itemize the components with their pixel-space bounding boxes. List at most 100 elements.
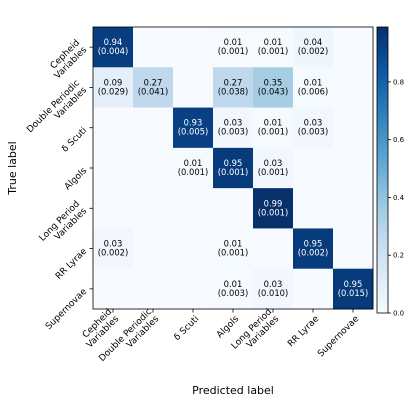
heatmap-cell bbox=[293, 268, 334, 310]
cell-value-label: (0.038) bbox=[218, 86, 249, 96]
heatmap-cell bbox=[173, 228, 214, 270]
heatmap-cell bbox=[253, 27, 294, 68]
cell-value-label: (0.006) bbox=[298, 86, 329, 96]
cell-value-label: (0.003) bbox=[218, 288, 249, 298]
cell-value-label: (0.001) bbox=[258, 207, 289, 217]
heatmap-cell bbox=[253, 228, 294, 270]
cell-value-label: (0.010) bbox=[258, 288, 289, 298]
heatmap-cell bbox=[93, 268, 134, 310]
cell-value-label: (0.001) bbox=[218, 46, 249, 56]
heatmap-cell bbox=[333, 188, 374, 229]
cell-value-label: 0.09 bbox=[104, 77, 123, 87]
cell-value-label: 0.35 bbox=[264, 77, 283, 87]
cell-value-label: (0.005) bbox=[178, 127, 209, 137]
y-tick-label: Supernovae bbox=[44, 287, 89, 332]
heatmap-cell bbox=[173, 67, 214, 108]
cell-value-label: 0.03 bbox=[264, 158, 283, 168]
cell-value-label: 0.93 bbox=[184, 118, 203, 128]
heatmap-cell bbox=[293, 188, 334, 229]
x-tick-label: δ Scuti bbox=[172, 314, 201, 343]
colorbar-ticks: 0.0 0.2 0.4 0.6 0.8 bbox=[388, 78, 405, 318]
heatmap-cell bbox=[213, 228, 254, 270]
y-tick-label: Long PeriodVariables bbox=[38, 199, 90, 251]
cell-value-label: 0.04 bbox=[304, 37, 323, 47]
cell-value-label: 0.01 bbox=[224, 239, 243, 249]
heatmap-cell bbox=[213, 107, 254, 149]
colorbar-tick-label: 0.4 bbox=[393, 194, 405, 202]
cell-value-label: 0.27 bbox=[144, 77, 163, 87]
heatmap-cell bbox=[93, 188, 134, 229]
cell-value-label: 0.01 bbox=[184, 158, 203, 168]
cell-value-label: 0.99 bbox=[264, 198, 283, 208]
heatmap-cell bbox=[333, 268, 374, 310]
cell-value-label: 0.01 bbox=[224, 37, 243, 47]
heatmap-cell bbox=[173, 27, 214, 68]
y-tick-label: CepheidVariables bbox=[46, 38, 89, 81]
heatmap-cell bbox=[213, 188, 254, 229]
heatmap-cell bbox=[293, 67, 334, 108]
heatmap-cell bbox=[173, 147, 214, 189]
cell-value-label: (0.041) bbox=[138, 86, 169, 96]
cell-value-label: (0.001) bbox=[258, 127, 289, 137]
cell-value-label: 0.03 bbox=[224, 118, 243, 128]
x-tick-label: Long PeriodVariables bbox=[230, 307, 282, 359]
cell-value-label: (0.001) bbox=[258, 46, 289, 56]
cell-value-label: (0.001) bbox=[218, 248, 249, 258]
heatmap-cell bbox=[253, 268, 294, 310]
heatmap-cell bbox=[93, 67, 134, 108]
x-axis-label: Predicted label bbox=[192, 384, 274, 397]
heatmap-cells bbox=[93, 27, 374, 310]
heatmap-cell bbox=[293, 147, 334, 189]
heatmap-cell bbox=[213, 27, 254, 68]
cell-value-label: 0.01 bbox=[304, 77, 323, 87]
cell-value-label: (0.001) bbox=[258, 167, 289, 177]
heatmap-cell bbox=[133, 147, 174, 189]
cell-value-label: (0.003) bbox=[298, 127, 329, 137]
heatmap-cell bbox=[293, 107, 334, 149]
cell-labels: 0.94(0.004)0.01(0.001)0.01(0.001)0.04(0.… bbox=[98, 37, 369, 298]
heatmap-cell bbox=[133, 268, 174, 310]
cell-value-label: 0.94 bbox=[104, 37, 123, 47]
cell-value-label: (0.003) bbox=[218, 127, 249, 137]
y-tick-label: RR Lyrae bbox=[54, 246, 89, 281]
heatmap-cell bbox=[293, 27, 334, 68]
cell-value-label: 0.03 bbox=[304, 118, 323, 128]
cell-value-label: 0.95 bbox=[304, 239, 323, 249]
y-axis-label: True label bbox=[6, 141, 19, 195]
cell-value-label: (0.002) bbox=[98, 248, 129, 258]
heatmap-cell bbox=[93, 228, 134, 270]
heatmap-cell bbox=[253, 67, 294, 108]
heatmap-cell bbox=[173, 188, 214, 229]
heatmap-cell bbox=[173, 268, 214, 310]
heatmap-cell bbox=[333, 67, 374, 108]
heatmap-cell bbox=[333, 27, 374, 68]
colorbar-tick-label: 0.2 bbox=[393, 252, 404, 260]
cell-value-label: 0.03 bbox=[104, 239, 123, 249]
cell-value-label: (0.001) bbox=[178, 167, 209, 177]
y-tick-label: Algols bbox=[63, 166, 89, 192]
cell-value-label: 0.01 bbox=[264, 118, 283, 128]
colorbar: 0.0 0.2 0.4 0.6 0.8 bbox=[376, 26, 405, 318]
heatmap-cell bbox=[93, 27, 134, 68]
heatmap-cell bbox=[93, 107, 134, 149]
heatmap-cell bbox=[133, 67, 174, 108]
heatmap-cell bbox=[253, 147, 294, 189]
cell-value-label: (0.004) bbox=[98, 46, 129, 56]
heatmap-cell bbox=[293, 228, 334, 270]
heatmap-cell bbox=[333, 107, 374, 149]
cell-value-label: (0.002) bbox=[298, 248, 329, 258]
y-tick-label: δ Scuti bbox=[60, 126, 89, 155]
cell-value-label: (0.043) bbox=[258, 86, 289, 96]
heatmap-cell bbox=[253, 107, 294, 149]
x-tick-label: RR Lyrae bbox=[286, 314, 321, 349]
colorbar-tick-label: 0.6 bbox=[393, 136, 405, 144]
cell-value-label: (0.015) bbox=[338, 288, 369, 298]
heatmap-cell bbox=[213, 147, 254, 189]
heatmap-cell bbox=[213, 268, 254, 310]
cell-value-label: 0.03 bbox=[264, 279, 283, 289]
heatmap-cell bbox=[133, 27, 174, 68]
cell-value-label: 0.95 bbox=[344, 279, 363, 289]
